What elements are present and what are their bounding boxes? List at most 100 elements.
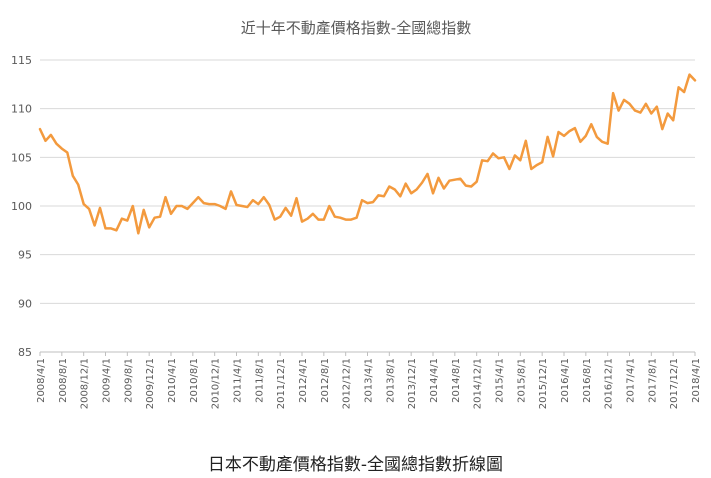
data-point	[83, 203, 85, 205]
data-point	[137, 232, 139, 234]
x-tick-label: 2011/8/1	[254, 358, 265, 403]
data-point	[634, 110, 636, 112]
x-tick-label: 2018/4/1	[691, 358, 702, 403]
x-tick-label: 2013/8/1	[385, 358, 396, 403]
x-tick-label: 2012/4/1	[298, 358, 309, 403]
y-axis-ticks: 85 90 95 100 105 110 115	[11, 54, 32, 359]
data-point	[345, 219, 347, 221]
data-point	[214, 203, 216, 205]
data-point	[443, 187, 445, 189]
data-point	[203, 202, 205, 204]
data-point	[585, 135, 587, 137]
data-point	[94, 224, 96, 226]
x-tick-label: 2017/4/1	[626, 358, 637, 403]
data-point	[197, 196, 199, 198]
x-tick-label: 2013/12/1	[407, 358, 418, 409]
data-point	[650, 113, 652, 115]
x-tick-label: 2012/12/1	[342, 358, 353, 409]
x-tick-label: 2008/4/1	[36, 358, 47, 403]
data-point	[208, 203, 210, 205]
data-point	[317, 219, 319, 221]
x-tick-label: 2009/12/1	[145, 358, 156, 409]
data-point	[508, 168, 510, 170]
x-tick-label: 2017/8/1	[647, 358, 658, 403]
data-point	[552, 155, 554, 157]
data-point	[519, 159, 521, 161]
data-point	[656, 106, 658, 108]
data-point	[39, 128, 41, 130]
data-point	[186, 208, 188, 210]
data-point	[465, 185, 467, 187]
data-point	[350, 219, 352, 221]
data-point	[678, 86, 680, 88]
data-point	[126, 220, 128, 222]
data-point	[115, 229, 117, 231]
series-line	[38, 73, 697, 235]
data-point	[672, 119, 674, 121]
chart-title: 近十年不動產價格指數-全國總指數	[241, 19, 471, 37]
y-tick-label: 100	[11, 200, 32, 213]
x-tick-label: 2015/8/1	[516, 358, 527, 403]
data-point	[416, 188, 418, 190]
data-point	[568, 130, 570, 132]
data-point	[601, 141, 603, 143]
data-point	[66, 151, 68, 153]
data-point	[645, 103, 647, 105]
data-point	[661, 128, 663, 130]
data-point	[99, 207, 101, 209]
x-tick-label: 2016/12/1	[604, 358, 615, 409]
data-point	[432, 192, 434, 194]
data-point	[536, 164, 538, 166]
line-chart: 近十年不動產價格指數-全國總指數 85 90 95 100 105 110 115 2008…	[11, 19, 702, 409]
data-point	[377, 194, 379, 196]
x-tick-label: 2008/8/1	[58, 358, 69, 403]
data-point	[618, 110, 620, 112]
x-tick-label: 2008/12/1	[80, 358, 91, 409]
data-point	[252, 199, 254, 201]
data-point	[279, 216, 281, 218]
data-point	[514, 154, 516, 156]
x-tick-label: 2014/8/1	[451, 358, 462, 403]
figure-caption: 日本不動產價格指數-全國總指數折線圖	[207, 455, 504, 475]
y-tick-label: 85	[18, 346, 32, 359]
data-point	[629, 103, 631, 105]
data-point	[498, 157, 500, 159]
data-point	[372, 201, 374, 203]
data-point	[476, 181, 478, 183]
x-tick-label: 2011/12/1	[276, 358, 287, 409]
x-tick-label: 2014/4/1	[429, 358, 440, 403]
data-point	[296, 197, 298, 199]
data-point	[356, 217, 358, 219]
data-point	[306, 218, 308, 220]
data-point	[667, 113, 669, 115]
data-point	[388, 186, 390, 188]
y-tick-label: 95	[18, 249, 32, 262]
data-point	[361, 199, 363, 201]
x-tick-label: 2009/8/1	[123, 358, 134, 403]
data-point	[334, 216, 336, 218]
data-point	[487, 160, 489, 162]
y-tick-label: 115	[11, 54, 32, 67]
data-point	[405, 183, 407, 185]
data-point	[274, 219, 276, 221]
data-point	[579, 141, 581, 143]
x-tick-label: 2014/12/1	[473, 358, 484, 409]
data-point	[268, 204, 270, 206]
x-tick-label: 2010/8/1	[189, 358, 200, 403]
data-point	[88, 208, 90, 210]
data-point	[170, 213, 172, 215]
gridlines	[40, 59, 695, 304]
data-point	[563, 135, 565, 137]
data-point	[154, 217, 156, 219]
x-tick-label: 2012/8/1	[320, 358, 331, 403]
data-point	[683, 91, 685, 93]
data-point	[225, 208, 227, 210]
data-point	[61, 148, 63, 150]
data-point	[383, 195, 385, 197]
data-point	[159, 216, 161, 218]
data-point	[301, 221, 303, 223]
data-point	[607, 143, 609, 145]
y-tick-label: 90	[18, 297, 32, 310]
x-tick-label: 2016/4/1	[560, 358, 571, 403]
data-point	[181, 205, 183, 207]
